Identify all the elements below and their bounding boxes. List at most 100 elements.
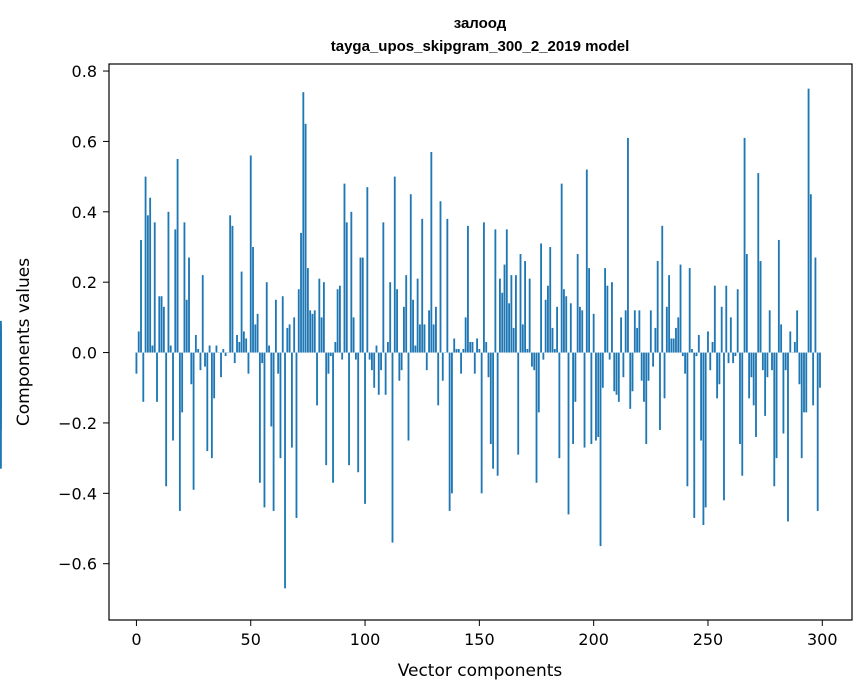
y-axis-ticks: −0.6 −0.4 −0.2 0.0 0.2 0.4 0.6 0.8: [58, 62, 109, 574]
bar: [503, 264, 506, 353]
bar: [370, 352, 373, 371]
bar: [627, 137, 629, 353]
bar: [563, 289, 565, 353]
bar: [197, 349, 200, 353]
bar: [172, 352, 174, 441]
bar: [574, 352, 577, 402]
bar: [613, 352, 616, 392]
bar: [567, 352, 570, 515]
bar: [553, 349, 556, 353]
bar: [430, 151, 433, 353]
bar: [700, 352, 703, 441]
bar: [579, 306, 581, 353]
bar: [272, 352, 275, 511]
bar: [425, 352, 428, 371]
bar: [455, 349, 458, 353]
bar: [755, 352, 757, 438]
x-axis-label: Vector components: [398, 661, 563, 681]
bar: [675, 327, 677, 353]
bar: [547, 285, 549, 353]
bar: [695, 352, 698, 357]
bar: [204, 352, 206, 367]
bar: [329, 352, 332, 357]
bar: [499, 278, 501, 353]
y-axis-label: Components values: [14, 258, 34, 426]
bar: [387, 342, 389, 353]
bar: [748, 352, 751, 399]
bar: [569, 303, 572, 353]
bar: [183, 222, 186, 353]
bar: [741, 352, 744, 476]
bar: [709, 352, 712, 371]
bar: [0, 320, 2, 353]
bar: [297, 289, 300, 353]
bar: [736, 289, 739, 353]
bar: [544, 299, 547, 353]
bar: [302, 92, 305, 353]
bar: [581, 310, 584, 353]
bar: [807, 88, 810, 353]
bar: [137, 331, 140, 353]
bar: [423, 324, 426, 353]
bar: [270, 352, 273, 427]
bar: [316, 352, 318, 406]
bar: [153, 222, 156, 353]
bar: [677, 317, 680, 353]
bar: [400, 352, 403, 371]
bar: [325, 352, 328, 466]
bar: [258, 352, 261, 483]
bar: [290, 352, 293, 448]
bar: [396, 289, 398, 353]
bar: [647, 352, 650, 381]
bar: [407, 352, 410, 441]
bar: [467, 225, 469, 353]
bar: [622, 352, 625, 378]
bar: [274, 299, 277, 353]
bar: [652, 352, 655, 367]
bar: [281, 296, 284, 353]
bar: [224, 352, 227, 357]
bar: [782, 352, 785, 434]
bar: [805, 352, 808, 413]
bars-group: [0, 88, 821, 589]
bar: [231, 225, 234, 353]
bar: [242, 331, 245, 353]
bar: [215, 345, 218, 353]
bar: [409, 194, 412, 353]
bar: [389, 282, 392, 353]
bar: [393, 176, 396, 353]
bar: [787, 352, 789, 522]
bar: [814, 257, 817, 353]
bar: [713, 285, 716, 353]
bar: [439, 201, 442, 353]
bar: [702, 352, 705, 525]
bar: [158, 296, 161, 353]
bar: [649, 310, 652, 353]
bar: [517, 352, 520, 455]
bar: [551, 327, 554, 353]
bar: [384, 352, 387, 395]
y-tick-label: 0.6: [72, 132, 97, 151]
bar: [560, 183, 563, 353]
bar: [457, 349, 460, 353]
y-tick-label: −0.4: [58, 484, 97, 503]
bar: [334, 342, 337, 353]
bar: [441, 352, 444, 381]
bar: [643, 352, 645, 402]
bar: [245, 338, 248, 353]
bar: [256, 313, 259, 353]
bar: [812, 352, 815, 406]
bar: [460, 352, 462, 374]
bar: [670, 338, 673, 353]
bar: [597, 352, 600, 438]
bar: [375, 345, 378, 353]
bar: [364, 352, 366, 504]
bar: [210, 352, 213, 459]
bar: [661, 225, 664, 353]
bar: [178, 352, 181, 511]
bar: [633, 310, 636, 353]
bar: [206, 352, 209, 452]
bar: [327, 352, 330, 374]
bar: [332, 352, 334, 483]
x-axis-ticks: 0 50 100 150 200 250 300: [131, 620, 838, 649]
